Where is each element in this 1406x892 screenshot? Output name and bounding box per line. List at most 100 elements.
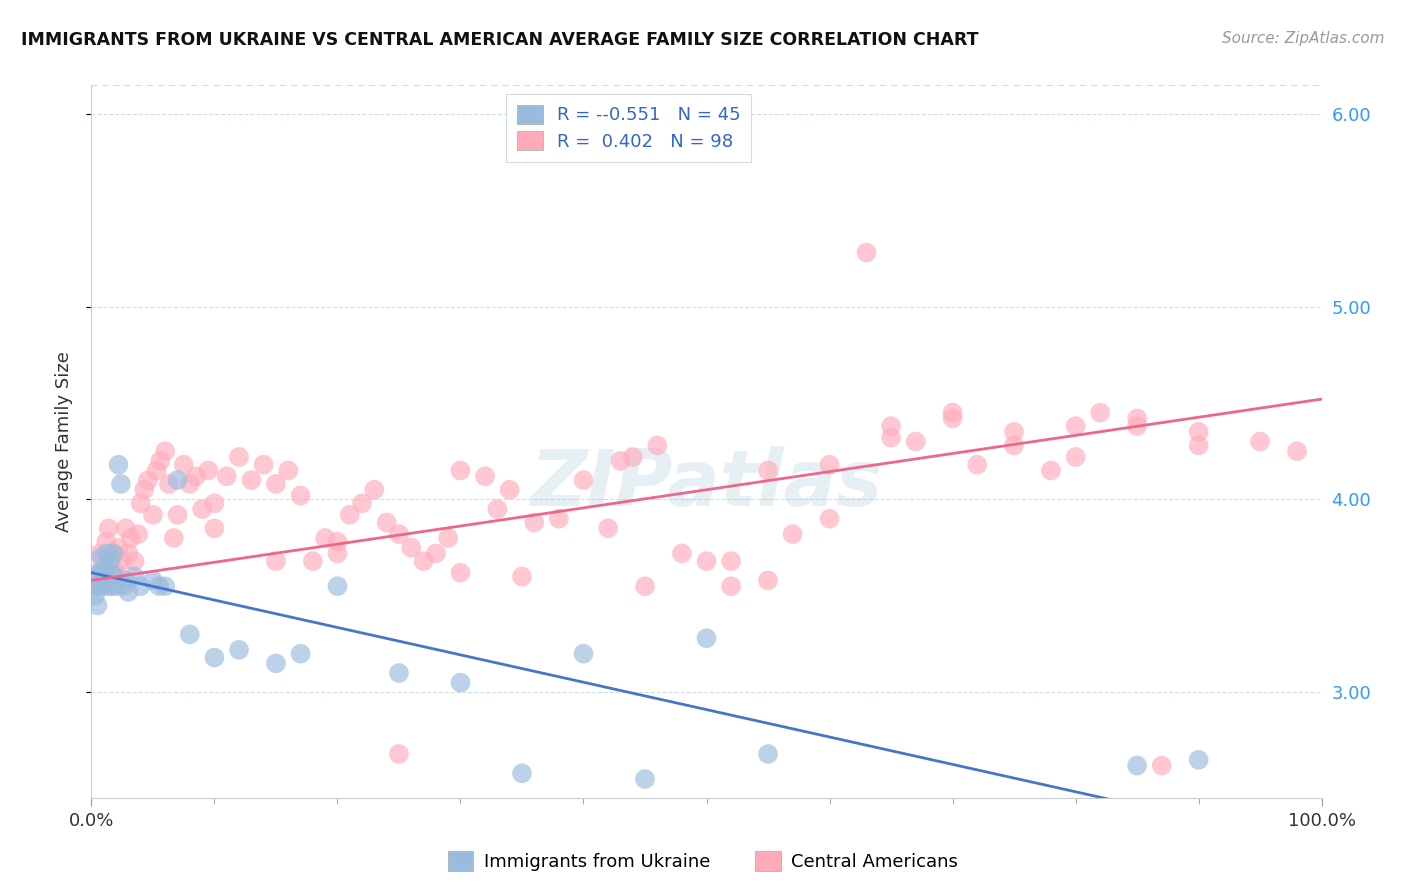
Point (145, 463, 167, 477)
Point (449, 566, 471, 580)
Point (695, 554, 717, 568)
Point (120, 531, 142, 545)
Point (314, 531, 336, 545)
Point (215, 469, 238, 483)
Point (1150, 758, 1173, 772)
Point (84, 579, 107, 593)
Point (1126, 419, 1149, 434)
Point (498, 483, 520, 497)
Point (264, 657, 287, 671)
Point (104, 569, 127, 583)
Point (1187, 425, 1209, 439)
Legend: Immigrants from Ukraine, Central Americans: Immigrants from Ukraine, Central America… (440, 844, 966, 879)
Point (166, 473, 188, 487)
Text: IMMIGRANTS FROM UKRAINE VS CENTRAL AMERICAN AVERAGE FAMILY SIZE CORRELATION CHAR: IMMIGRANTS FROM UKRAINE VS CENTRAL AMERI… (21, 31, 979, 49)
Point (136, 473, 159, 487)
Point (720, 579, 742, 593)
Point (290, 489, 312, 503)
Point (129, 496, 152, 510)
Point (89, 546, 111, 560)
Point (1002, 438, 1025, 452)
Point (90, 550, 112, 565)
Point (1064, 419, 1087, 434)
Point (179, 477, 201, 491)
Point (1126, 411, 1149, 425)
Point (124, 569, 146, 583)
Point (112, 579, 135, 593)
Point (202, 496, 225, 510)
Point (388, 665, 411, 680)
Point (966, 458, 988, 472)
Point (301, 554, 323, 568)
Point (1249, 434, 1271, 449)
Point (671, 546, 693, 560)
Point (277, 463, 299, 477)
Point (720, 554, 742, 568)
Point (100, 554, 122, 568)
Point (326, 546, 349, 560)
Point (97, 521, 120, 535)
Point (609, 454, 631, 468)
Text: ZIPatlas: ZIPatlas (530, 446, 883, 523)
Point (202, 650, 225, 665)
Point (93, 569, 115, 583)
Point (94, 560, 117, 574)
Point (87, 579, 110, 593)
Point (103, 546, 125, 560)
Point (1285, 444, 1308, 458)
Point (474, 469, 496, 483)
Point (86, 569, 108, 583)
Point (1064, 450, 1087, 464)
Point (412, 554, 434, 568)
Point (96, 574, 117, 588)
Point (941, 406, 963, 420)
Point (523, 516, 546, 530)
Point (191, 502, 214, 516)
Point (449, 675, 471, 690)
Legend: R = --0.551   N = 45, R =  0.402   N = 98: R = --0.551 N = 45, R = 0.402 N = 98 (506, 94, 751, 161)
Point (228, 450, 250, 464)
Point (98, 554, 121, 568)
Point (111, 554, 134, 568)
Point (166, 508, 188, 522)
Point (240, 473, 263, 487)
Point (149, 454, 172, 468)
Point (124, 554, 146, 568)
Point (375, 516, 398, 530)
Point (105, 566, 127, 580)
Point (129, 579, 152, 593)
Point (572, 647, 595, 661)
Point (880, 431, 903, 445)
Point (645, 438, 669, 452)
Point (228, 643, 250, 657)
Point (110, 477, 132, 491)
Point (83, 579, 105, 593)
Point (290, 647, 312, 661)
Point (1039, 463, 1063, 477)
Point (142, 508, 165, 522)
Point (105, 579, 127, 593)
Point (756, 574, 779, 588)
Point (127, 527, 149, 541)
Point (101, 579, 124, 593)
Point (510, 766, 533, 780)
Point (117, 546, 139, 560)
Point (84, 589, 107, 603)
Point (96, 546, 118, 560)
Point (93, 569, 115, 583)
Point (253, 458, 276, 472)
Point (855, 245, 877, 260)
Point (388, 527, 411, 541)
Point (114, 521, 138, 535)
Point (634, 579, 657, 593)
Point (818, 511, 841, 525)
Point (91, 579, 114, 593)
Point (904, 434, 927, 449)
Point (1187, 753, 1209, 767)
Point (486, 502, 509, 516)
Point (1088, 406, 1111, 420)
Point (89, 566, 111, 580)
Point (756, 463, 779, 477)
Point (96, 534, 117, 549)
Point (388, 747, 411, 761)
